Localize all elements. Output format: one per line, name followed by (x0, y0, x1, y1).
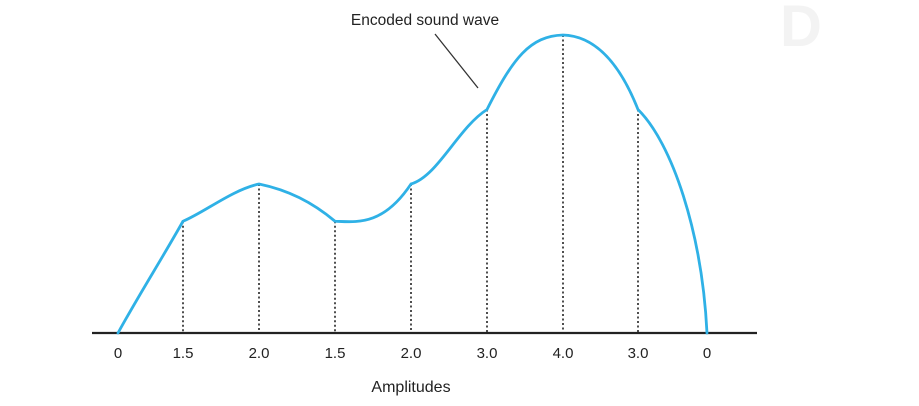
watermark-letter: D (780, 0, 822, 59)
sample-label: 0 (114, 345, 122, 362)
sample-label: 2.0 (401, 345, 422, 362)
sample-label: 3.0 (628, 345, 649, 362)
sample-label: 4.0 (553, 345, 574, 362)
sample-lines (182, 35, 639, 333)
axis-title: Amplitudes (371, 379, 450, 396)
sample-label: 1.5 (325, 345, 346, 362)
sample-label: 2.0 (249, 345, 270, 362)
sample-label: 1.5 (173, 345, 194, 362)
sample-label: 3.0 (477, 345, 498, 362)
annotation-label: Encoded sound wave (351, 12, 499, 29)
sample-label: 0 (703, 345, 711, 362)
encoded-sound-wave-curve (116, 33, 709, 335)
annotation-pointer-line (434, 33, 479, 89)
sample-labels: 0 1.5 2.0 1.5 2.0 3.0 4.0 3.0 0 (114, 345, 711, 362)
